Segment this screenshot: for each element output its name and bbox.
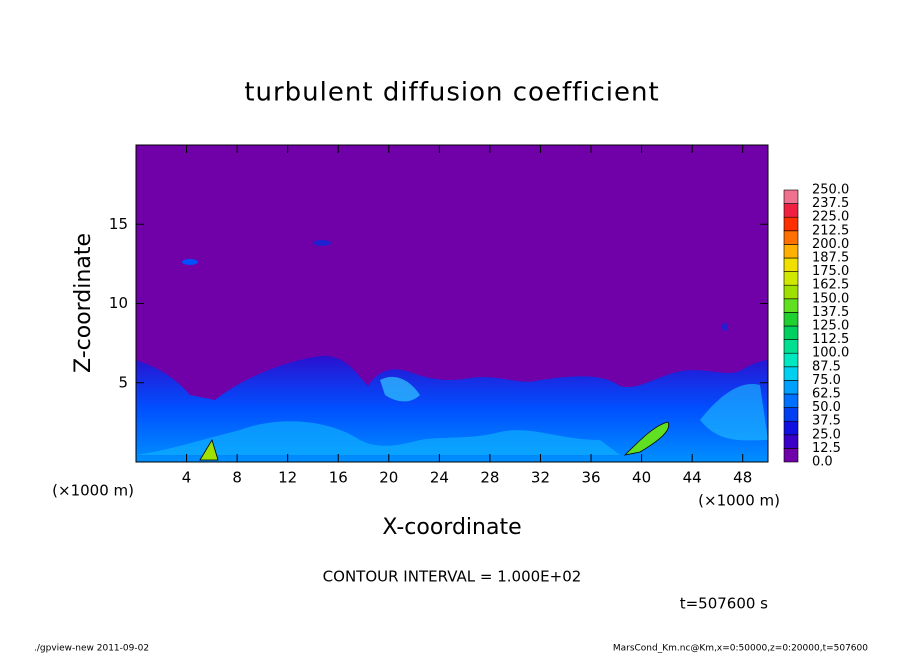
x-tick-label: 40 <box>632 469 651 487</box>
colorbar-cell <box>783 216 799 232</box>
x-tick-label: 28 <box>480 469 499 487</box>
colorbar-label: 175.0 <box>812 264 849 279</box>
colorbar-cell <box>783 339 799 354</box>
colorbar-cell <box>783 325 799 340</box>
colorbar-label: 25.0 <box>812 427 841 442</box>
colorbar-label: 37.5 <box>812 414 841 429</box>
colorbar-label: 150.0 <box>812 291 849 306</box>
colorbar-label: 0.0 <box>812 455 833 470</box>
x-tick-label: 32 <box>531 469 550 487</box>
x-tick-label: 36 <box>581 469 600 487</box>
time-label: t=507600 s <box>680 595 768 613</box>
colorbar-cell <box>783 434 799 449</box>
y-tick-label: 15 <box>109 215 128 233</box>
colorbar-label: 62.5 <box>812 387 841 402</box>
colorbar-cell <box>783 244 799 259</box>
colorbar-cell <box>783 298 799 313</box>
colorbar-label: 162.5 <box>812 278 849 293</box>
x-tick-label: 12 <box>278 469 297 487</box>
x-tick-label: 16 <box>329 469 348 487</box>
contour-interval: CONTOUR INTERVAL = 1.000E+02 <box>323 568 582 586</box>
colorbar-label: 225.0 <box>812 210 849 225</box>
x-tick-label: 48 <box>733 469 752 487</box>
y-tick-label: 5 <box>118 373 128 391</box>
colorbar-label: 12.5 <box>812 441 841 456</box>
x-tick-label: 4 <box>182 469 192 487</box>
x-tick-label: 24 <box>430 469 449 487</box>
colorbar-label: 187.5 <box>812 251 849 266</box>
x-axis-title: X-coordinate <box>382 515 521 540</box>
colorbar-cell <box>783 257 799 272</box>
colorbar-cell <box>783 312 799 327</box>
colorbar-cell <box>783 230 799 245</box>
colorbar-cell <box>783 352 799 368</box>
x-tick-label: 44 <box>683 469 702 487</box>
colorbar-label: 200.0 <box>812 237 849 252</box>
field <box>136 240 768 462</box>
colorbar-label: 212.5 <box>812 223 849 238</box>
colorbar-label: 125.0 <box>812 319 849 334</box>
colorbar-label: 87.5 <box>812 359 841 374</box>
y-axis-title: Z-coordinate <box>71 233 96 373</box>
colorbar-cell <box>783 284 799 300</box>
colorbar-label: 137.5 <box>812 305 849 320</box>
colorbar-label: 112.5 <box>812 332 849 347</box>
colorbar-cell <box>783 393 799 408</box>
colorbar-label: 237.5 <box>812 196 849 211</box>
footer-right: MarsCond_Km.nc@Km,x=0:50000,z=0:20000,t=… <box>613 644 868 654</box>
colorbar-cell <box>783 189 799 204</box>
y-tick-label: 10 <box>109 294 128 312</box>
x-tick-label: 20 <box>379 469 398 487</box>
x-tick-label: 8 <box>232 469 242 487</box>
colorbar-cell <box>783 407 799 422</box>
footer-left: ./gpview-new 2011-09-02 <box>34 644 149 654</box>
colorbar-cell <box>783 366 799 381</box>
colorbar-cell <box>783 203 799 218</box>
colorbar-cell <box>783 420 799 436</box>
colorbar-label: 250.0 <box>812 183 849 198</box>
colorbar-label: 75.0 <box>812 373 841 388</box>
colorbar-label: 100.0 <box>812 346 849 361</box>
colorbar-cell <box>783 448 799 463</box>
x-unit: (×1000 m) <box>698 492 780 510</box>
colorbar-cell <box>783 271 799 286</box>
x-unit: (×1000 m) <box>52 482 134 500</box>
chart-title: turbulent diffusion coefficient <box>244 78 659 108</box>
colorbar-label: 50.0 <box>812 400 841 415</box>
colorbar-cell <box>783 380 799 395</box>
